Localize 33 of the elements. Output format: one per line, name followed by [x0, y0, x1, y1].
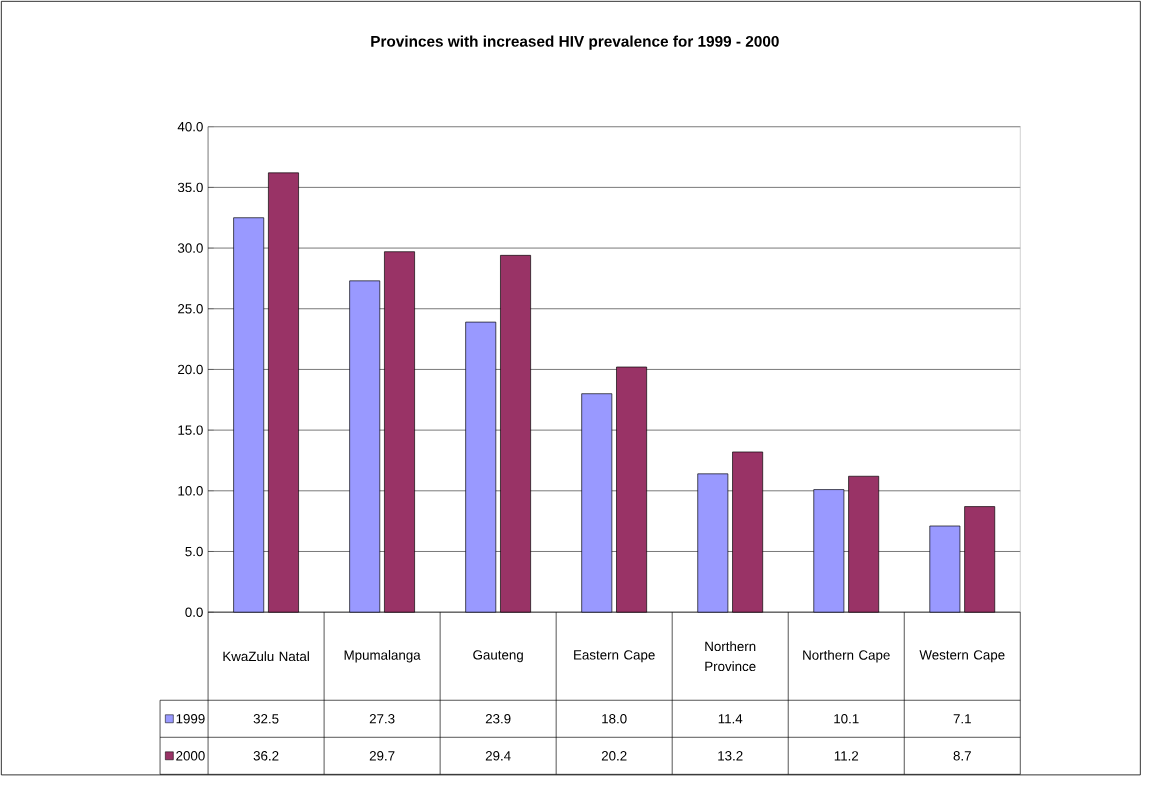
- data-label: 32.5: [253, 714, 279, 724]
- x-tick-label: Mpumalanga: [344, 650, 421, 663]
- y-tick-label: 30.0: [177, 243, 203, 253]
- data-label: 29.4: [485, 751, 511, 761]
- y-tick-label: 35.0: [177, 182, 203, 193]
- x-tick-label: KwaZulu Natal: [223, 651, 309, 662]
- data-label: 29.7: [369, 751, 395, 761]
- y-tick-label: 20.0: [178, 364, 203, 375]
- data-label: 23.9: [485, 714, 511, 724]
- data-label: 27.3: [369, 714, 395, 724]
- y-tick-label: 25.0: [178, 304, 203, 314]
- x-tick-label: Gauteng: [473, 650, 523, 663]
- x-tick-label: Eastern Cape: [574, 650, 655, 663]
- y-tick-label: 10.0: [178, 486, 203, 496]
- y-tick-label: 15.0: [178, 425, 203, 436]
- data-label: 11.2: [834, 751, 859, 761]
- x-tick-label: Northern Cape: [803, 650, 890, 663]
- x-tick-label: Western Cape: [919, 650, 1005, 663]
- legend-label: 1999: [176, 714, 205, 724]
- chart-title: Provinces with increased HIV prevalence for 1999 - 2000: [371, 35, 779, 51]
- y-tick-label: 40.0: [177, 122, 203, 132]
- data-label: 18.0: [602, 714, 627, 724]
- y-tick-label: 0.0: [185, 607, 203, 618]
- data-label: 36.2: [253, 751, 279, 761]
- legend-label: 2000: [176, 751, 205, 761]
- data-label: 10.1: [834, 714, 859, 724]
- x-tick-label: Northern Province: [705, 641, 756, 672]
- data-label: 20.2: [601, 751, 627, 761]
- data-label: 11.4: [718, 714, 743, 724]
- data-label: 13.2: [718, 751, 743, 761]
- data-label: 8.7: [953, 751, 971, 761]
- y-tick-label: 5.0: [185, 546, 203, 557]
- data-label: 7.1: [953, 714, 971, 724]
